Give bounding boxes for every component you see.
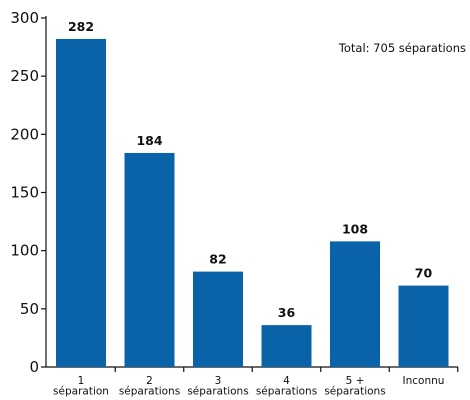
x-category-label: Inconnu [403,375,445,387]
bar-value-label: 36 [278,305,296,320]
x-category-label: 4 [283,375,290,387]
bar-value-label: 70 [415,266,433,281]
x-category-label: séparations [119,386,180,398]
bar-value-label: 184 [136,133,162,148]
x-category-label: 1 [78,375,85,387]
labels: 2821séparation1842séparations823séparati… [53,19,444,398]
x-category-label: séparation [53,386,109,398]
bars [56,38,449,367]
total-annotation: Total: 705 séparations [338,41,466,55]
y-tick-label: 200 [10,125,39,143]
y-tick-label: 100 [10,242,39,260]
axes: 0 50 100 150 200 250 300 [10,9,459,376]
x-category-label: 5 + [346,375,365,387]
bar [330,241,380,367]
y-tick-label: 250 [10,67,39,85]
bar-value-label: 282 [68,19,94,34]
x-category-label: séparations [256,386,317,398]
y-tick-label: 50 [20,300,39,318]
bar [261,325,312,367]
bar-value-label: 108 [342,221,368,236]
y-tick-label: 0 [29,358,39,376]
bar [193,271,243,367]
bar-value-label: 82 [209,252,226,267]
bar [398,285,449,367]
x-category-label: séparations [324,386,385,398]
y-tick-label: 150 [10,184,39,202]
y-tick-label: 300 [10,9,39,27]
bar [124,152,175,367]
bar [56,38,106,367]
x-category-label: séparations [187,386,248,398]
x-category-label: 3 [215,375,222,387]
x-category-label: 2 [146,375,153,387]
